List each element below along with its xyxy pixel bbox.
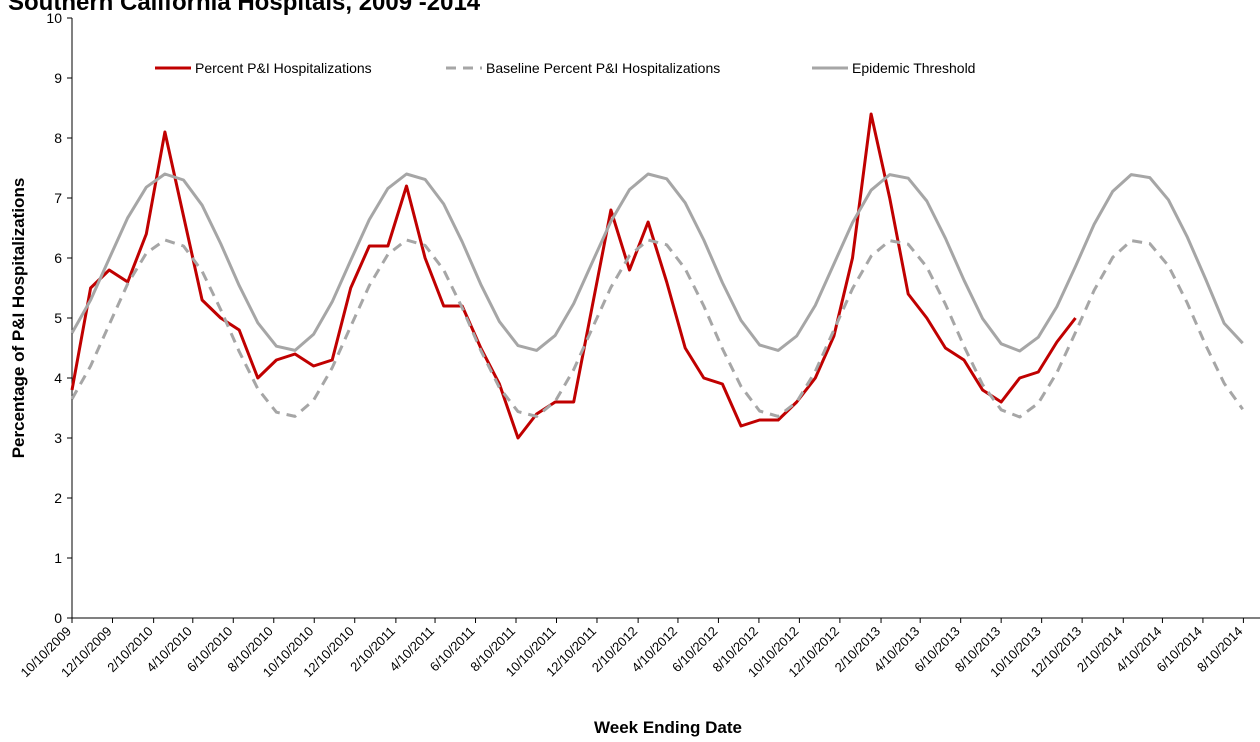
y-tick-label: 8	[54, 130, 62, 146]
series-line	[70, 172, 1244, 353]
y-tick-label: 7	[54, 190, 62, 206]
chart-title: Southern California Hospitals, 2009 -201…	[8, 0, 481, 16]
y-tick-label: 4	[54, 370, 62, 386]
y-axis-label: Percentage of P&I Hospitalizations	[9, 178, 28, 459]
y-tick-label: 6	[54, 250, 62, 266]
y-tick-label: 10	[46, 10, 62, 26]
y-tick-label: 1	[54, 550, 62, 566]
legend-label: Percent P&I Hospitalizations	[195, 60, 372, 76]
series-line	[70, 238, 1244, 419]
legend-label: Baseline Percent P&I Hospitalizations	[486, 60, 720, 76]
y-tick-label: 9	[54, 70, 62, 86]
y-tick-label: 2	[54, 490, 62, 506]
y-tick-label: 5	[54, 310, 62, 326]
x-axis-label: Week Ending Date	[594, 718, 742, 737]
y-tick-label: 0	[54, 610, 62, 626]
y-tick-label: 3	[54, 430, 62, 446]
legend-label: Epidemic Threshold	[852, 60, 975, 76]
series-line	[70, 112, 1077, 440]
